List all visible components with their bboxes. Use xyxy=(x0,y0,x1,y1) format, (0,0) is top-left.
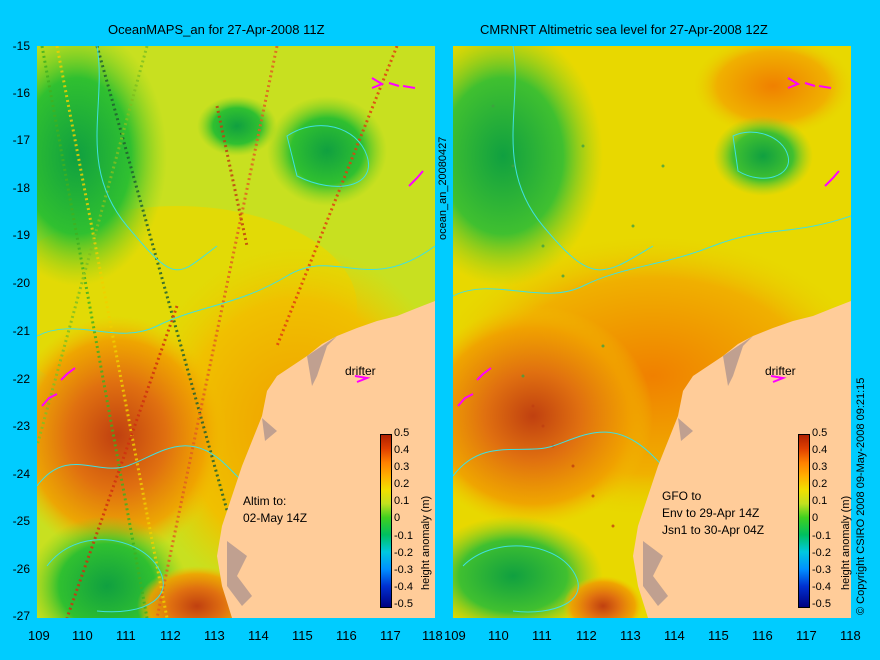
left-note-line1: Altim to: xyxy=(243,494,287,508)
x-axis-label-left: 110 xyxy=(72,628,93,643)
x-axis-label-right: 117 xyxy=(796,628,817,643)
left-colorbar xyxy=(380,434,392,608)
left-colorbar-tick: -0.1 xyxy=(394,530,413,542)
y-axis-label-left: -23 xyxy=(12,419,30,433)
x-axis-label-right: 118 xyxy=(840,628,861,643)
left-colorbar-tick: -0.4 xyxy=(394,581,413,593)
y-axis-label-left: -17 xyxy=(12,133,30,147)
x-axis-label-right: 112 xyxy=(576,628,597,643)
x-axis-label-left: 113 xyxy=(204,628,225,643)
x-axis-label-right: 116 xyxy=(752,628,773,643)
y-axis-label-left: -26 xyxy=(12,562,30,576)
right-note-line1: GFO to xyxy=(662,489,702,503)
y-axis-label-left: -15 xyxy=(12,39,30,53)
x-axis-label-left: 117 xyxy=(380,628,401,643)
left-colorbar-tick: 0.2 xyxy=(394,478,410,490)
x-axis-label-right: 113 xyxy=(620,628,641,643)
right-colorbar-tick: 0.2 xyxy=(812,478,828,490)
left-colorbar-tick: -0.5 xyxy=(394,598,413,610)
left-colorbar-tick: -0.3 xyxy=(394,564,413,576)
right-colorbar-tick: -0.2 xyxy=(812,547,831,559)
y-axis-label-left: -20 xyxy=(12,276,30,290)
right-map xyxy=(453,46,851,618)
left-colorbar-label: height anomaly (m) xyxy=(420,495,432,590)
right-colorbar-tick: 0.3 xyxy=(812,461,828,473)
right-panel-title: CMRNRT Altimetric sea level for 27-Apr-2… xyxy=(480,22,768,37)
x-axis-label-right: 110 xyxy=(488,628,509,643)
y-axis-label-left: -21 xyxy=(12,324,30,338)
left-colorbar-tick: -0.2 xyxy=(394,547,413,559)
x-axis-label-left: 115 xyxy=(292,628,313,643)
left-colorbar-tick: 0.1 xyxy=(394,495,410,507)
right-colorbar-tick: -0.1 xyxy=(812,530,831,542)
x-axis-label-right: 115 xyxy=(708,628,729,643)
x-axis-label-left: 112 xyxy=(160,628,181,643)
side-date-label: ocean_an_20080427 xyxy=(437,136,449,240)
right-colorbar-tick: 0 xyxy=(812,512,819,524)
y-axis-label-left: -19 xyxy=(12,228,30,242)
x-axis-label-left: 114 xyxy=(248,628,269,643)
right-colorbar-tick: 0.1 xyxy=(812,495,828,507)
y-axis-label-left: -18 xyxy=(12,181,30,195)
y-axis-label-left: -25 xyxy=(12,514,30,528)
right-colorbar-tick: -0.3 xyxy=(812,564,831,576)
y-axis-label-left: -27 xyxy=(12,609,30,623)
right-colorbar-tick: -0.5 xyxy=(812,598,831,610)
x-axis-label-right: 109 xyxy=(444,628,466,643)
left-colorbar-tick: 0.4 xyxy=(394,444,410,456)
x-axis-label-left: 111 xyxy=(116,628,136,643)
right-colorbar-tick: 0.5 xyxy=(812,427,828,439)
copyright-timestamp: © Copyright CSIRO 2008 09-May-2008 09:21… xyxy=(855,377,867,615)
left-note-line2: 02-May 14Z xyxy=(243,511,308,525)
y-axis-label-left: -22 xyxy=(12,372,30,386)
right-colorbar-tick: 0.4 xyxy=(812,444,828,456)
left-colorbar-tick: 0.5 xyxy=(394,427,410,439)
x-axis-label-right: 111 xyxy=(532,628,552,643)
left-colorbar-tick: 0 xyxy=(394,512,401,524)
right-altim-note: GFO to Env to 29-Apr 14Z Jsn1 to 30-Apr … xyxy=(662,488,764,539)
right-note-line2: Env to 29-Apr 14Z xyxy=(662,506,760,520)
x-axis-label-left: 109 xyxy=(28,628,50,643)
left-colorbar-tick: 0.3 xyxy=(394,461,410,473)
x-axis-label-left: 116 xyxy=(336,628,357,643)
x-axis-label-left: 118 xyxy=(422,628,443,643)
left-drifter-label: drifter xyxy=(345,364,376,378)
left-map xyxy=(37,46,435,618)
left-panel-title: OceanMAPS_an for 27-Apr-2008 11Z xyxy=(108,22,325,37)
right-colorbar-label: height anomaly (m) xyxy=(840,495,852,590)
y-axis-label-left: -24 xyxy=(12,467,30,481)
y-axis-label-left: -16 xyxy=(12,86,30,100)
left-altim-note: Altim to: 02-May 14Z xyxy=(243,493,307,527)
x-axis-label-right: 114 xyxy=(664,628,685,643)
right-colorbar-tick: -0.4 xyxy=(812,581,831,593)
right-drifter-label: drifter xyxy=(765,364,796,378)
right-colorbar xyxy=(798,434,810,608)
right-note-line3: Jsn1 to 30-Apr 04Z xyxy=(662,523,765,537)
